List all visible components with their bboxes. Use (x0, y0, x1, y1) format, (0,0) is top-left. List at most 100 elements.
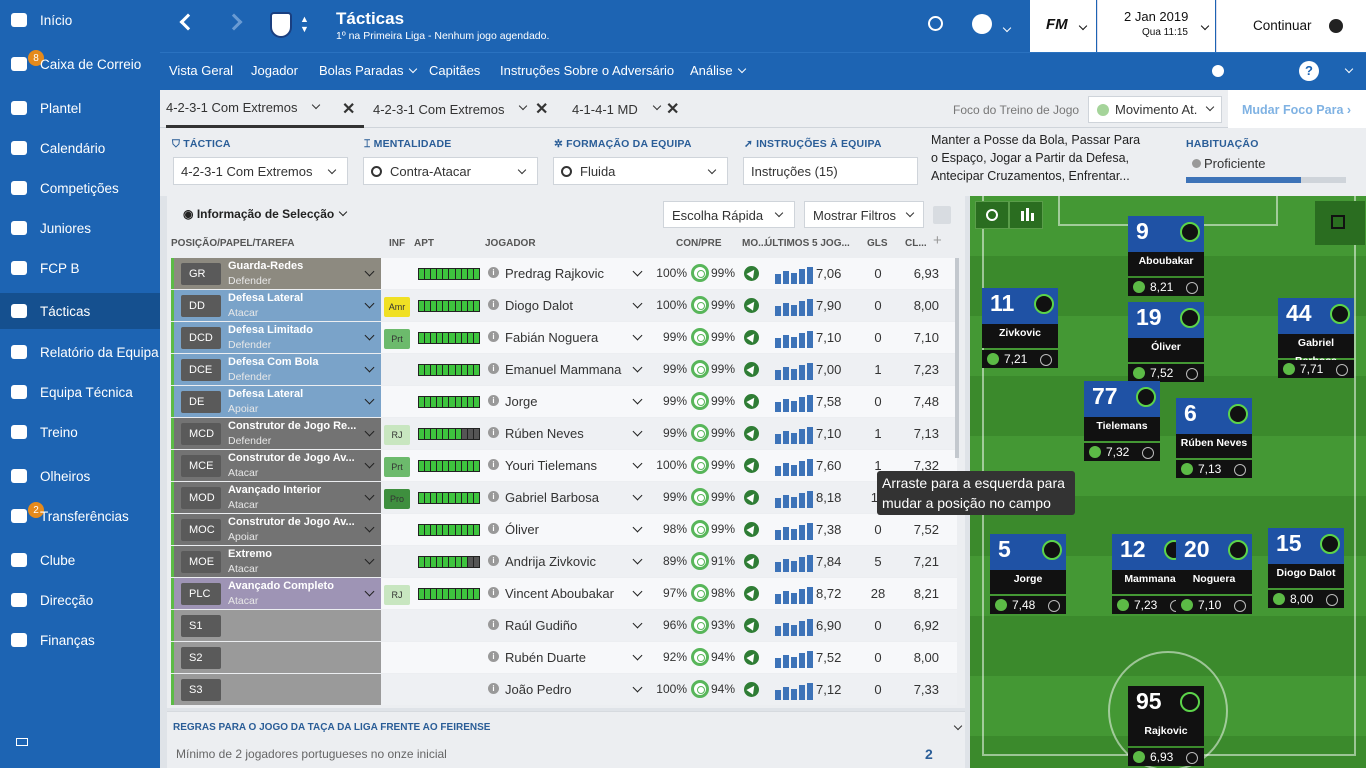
instructions-button[interactable]: Instruções (15) (743, 157, 918, 185)
subnav-item-0[interactable]: Vista Geral (169, 63, 233, 78)
header-last5[interactable]: ÚLTIMOS 5 JOG... (765, 238, 850, 249)
player-name[interactable]: Emanuel Mammana (505, 362, 622, 377)
header-conpre[interactable]: CON/PRE (676, 238, 722, 249)
sidebar-item-13[interactable]: Clube (0, 542, 160, 578)
player-chevron-icon[interactable] (632, 682, 643, 693)
player-info-icon[interactable]: i (488, 331, 499, 342)
sidebar-item-10[interactable]: Treino (0, 414, 160, 450)
sidebar-item-9[interactable]: Equipa Técnica (0, 374, 160, 410)
pitch-player-card[interactable]: 95 Rajkovic 6,93 (1128, 686, 1204, 766)
pitch-player-card[interactable]: 20 Noguera 7,10 (1176, 534, 1252, 614)
menu-chevron-icon[interactable] (1340, 63, 1354, 78)
player-name[interactable]: Rúben Neves (505, 426, 584, 441)
player-name[interactable]: Vincent Aboubakar (505, 586, 614, 601)
player-info-icon[interactable]: i (488, 267, 499, 278)
player-chevron-icon[interactable] (632, 650, 643, 661)
pitch-player-card[interactable]: 77 Tielemans 7,32 (1084, 381, 1160, 461)
search-icon[interactable] (928, 16, 943, 31)
role-chevron-icon[interactable] (364, 554, 375, 565)
panel-toggle-icon[interactable] (1315, 201, 1365, 245)
table-row[interactable]: MOE Extremo Atacar i Andrija Zivkovic 89% 91% 7… (171, 546, 957, 577)
table-row[interactable]: S1 i Raúl Gudiño 96% 93% 6,90 0 6,92 (171, 610, 957, 641)
table-row[interactable]: DCD Defesa Limitado Defender Prt i Fabián Nog… (171, 322, 957, 353)
player-info-icon[interactable]: i (488, 523, 499, 534)
sidebar-item-5[interactable]: Juniores (0, 210, 160, 246)
sidebar-item-2[interactable]: Plantel (0, 90, 160, 126)
sidebar-item-1[interactable]: 8 Caixa de Correio (0, 46, 160, 82)
player-info-icon[interactable]: i (488, 587, 499, 598)
team-icon[interactable] (1212, 65, 1224, 77)
table-row[interactable]: MCE Construtor de Jogo Av... Atacar Prt i You… (171, 450, 957, 481)
role-chevron-icon[interactable] (364, 394, 375, 405)
player-chevron-icon[interactable] (632, 426, 643, 437)
date-button[interactable]: 2 Jan 2019 Qua 11:15 (1097, 0, 1215, 52)
show-filters-button[interactable]: Mostrar Filtros (804, 201, 924, 228)
role-cell[interactable]: MCD Construtor de Jogo Re... Defender (171, 418, 381, 449)
table-row[interactable]: DD Defesa Lateral Atacar Amr i Diogo Dalot 100… (171, 290, 957, 321)
player-name[interactable]: Fabián Noguera (505, 330, 599, 345)
player-info-icon[interactable]: i (488, 651, 499, 662)
sidebar-item-8[interactable]: Relatório da Equipa (0, 334, 160, 370)
header-role[interactable]: POSIÇÃO/PAPEL/TAREFA (171, 238, 295, 249)
player-name[interactable]: Youri Tielemans (505, 458, 598, 473)
globe-chevron-icon[interactable] (998, 22, 1012, 37)
tactic-tab-2[interactable]: 4-2-3-1 Com Extremos ✕ (373, 90, 553, 128)
scrollbar[interactable] (955, 258, 959, 458)
subnav-item-2[interactable]: Bolas Paradas (319, 63, 417, 78)
club-switch-icon[interactable]: ▲ ▼ (300, 14, 309, 34)
keyboard-icon[interactable] (16, 738, 28, 746)
player-chevron-icon[interactable] (632, 458, 643, 469)
role-chevron-icon[interactable] (364, 522, 375, 533)
forward-button[interactable] (225, 13, 243, 31)
player-name[interactable]: Raúl Gudiño (505, 618, 578, 633)
selection-info-dropdown[interactable]: ◉ Informação de Selecção (183, 207, 348, 221)
role-cell[interactable]: MCE Construtor de Jogo Av... Atacar (171, 450, 381, 481)
player-info-icon[interactable]: i (488, 459, 499, 470)
table-row[interactable]: S2 i Rubén Duarte 92% 94% 7,52 0 8,00 (171, 642, 957, 673)
role-chevron-icon[interactable] (364, 458, 375, 469)
player-name[interactable]: Óliver (505, 522, 539, 537)
role-chevron-icon[interactable] (364, 426, 375, 437)
player-info-icon[interactable]: i (488, 299, 499, 310)
header-apt[interactable]: APT (414, 238, 434, 249)
role-cell[interactable]: S2 (171, 642, 381, 673)
role-chevron-icon[interactable] (364, 362, 375, 373)
tactic-select[interactable]: 4-2-3-1 Com Extremos (173, 157, 348, 185)
role-cell[interactable]: PLC Avançado Completo Atacar (171, 578, 381, 609)
pitch-player-card[interactable]: 5 Jorge 7,48 (990, 534, 1066, 614)
training-focus-select[interactable]: Movimento At. (1088, 96, 1222, 123)
globe-icon[interactable] (972, 14, 992, 34)
player-chevron-icon[interactable] (632, 330, 643, 341)
sidebar-item-15[interactable]: Finanças (0, 622, 160, 658)
close-icon[interactable]: ✕ (342, 101, 356, 118)
role-cell[interactable]: MOE Extremo Atacar (171, 546, 381, 577)
subnav-item-3[interactable]: Capitães (429, 63, 480, 78)
sidebar-item-11[interactable]: Olheiros (0, 458, 160, 494)
player-chevron-icon[interactable] (632, 554, 643, 565)
quick-pick-button[interactable]: Escolha Rápida (663, 201, 795, 228)
pitch-player-card[interactable]: 6 Rúben Neves 7,13 (1176, 398, 1252, 478)
player-name[interactable]: Predrag Rajkovic (505, 266, 604, 281)
sidebar-item-3[interactable]: Calendário (0, 130, 160, 166)
pitch-player-card[interactable]: 44 Gabriel Barbosa7,71 (1278, 298, 1354, 378)
player-name[interactable]: Andrija Zivkovic (505, 554, 597, 569)
player-chevron-icon[interactable] (632, 298, 643, 309)
continue-button[interactable]: Continuar (1216, 0, 1366, 52)
player-info-icon[interactable]: i (488, 683, 499, 694)
change-focus-link[interactable]: Mudar Foco Para › (1228, 90, 1366, 128)
tactic-tab-3[interactable]: 4-1-4-1 MD ✕ (572, 90, 684, 128)
pitch-player-card[interactable]: 19 Óliver 7,52 (1128, 302, 1204, 382)
table-row[interactable]: PLC Avançado Completo Atacar RJ i Vincent Abo… (171, 578, 957, 609)
player-info-icon[interactable]: i (488, 619, 499, 630)
close-icon[interactable]: ✕ (535, 101, 549, 118)
table-row[interactable]: DCE Defesa Com Bola Defender i Emanuel Mamma… (171, 354, 957, 385)
role-cell[interactable]: DCD Defesa Limitado Defender (171, 322, 381, 353)
role-cell[interactable]: DCE Defesa Com Bola Defender (171, 354, 381, 385)
role-chevron-icon[interactable] (364, 298, 375, 309)
fm-logo-button[interactable]: FM (1030, 0, 1096, 52)
add-column-icon[interactable]: + (933, 232, 942, 249)
pitch-player-card[interactable]: 9 Aboubakar 8,21 (1128, 216, 1204, 296)
player-name[interactable]: Rubén Duarte (505, 650, 586, 665)
table-row[interactable]: MCD Construtor de Jogo Re... Defender RJ i Rú… (171, 418, 957, 449)
sidebar-item-6[interactable]: FCP B (0, 250, 160, 286)
